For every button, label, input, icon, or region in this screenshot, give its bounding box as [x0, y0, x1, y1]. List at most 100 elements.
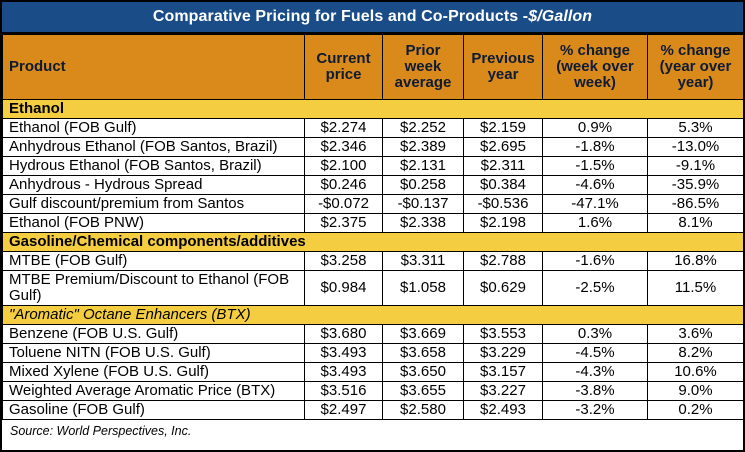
cell-previous-year: $3.229 [463, 343, 543, 363]
cell-prior-week-average: $1.058 [382, 270, 464, 306]
section-label: Gasoline/Chemical components/additives [2, 232, 743, 252]
cell-product: Hydrous Ethanol (FOB Santos, Brazil) [2, 156, 305, 176]
table-title-unit: $/Gallon [528, 8, 593, 25]
cell-pct-change-week-over-week: 0.3% [542, 324, 648, 344]
cell-previous-year: $3.553 [463, 324, 543, 344]
table-row: Gulf discount/premium from Santos -$0.072… [2, 194, 743, 214]
cell-product: Anhydrous Ethanol (FOB Santos, Brazil) [2, 137, 305, 157]
header-product: Product [2, 34, 305, 100]
cell-product: Weighted Average Aromatic Price (BTX) [2, 381, 305, 401]
cell-prior-week-average: -$0.137 [382, 194, 464, 214]
section-header-row: Ethanol [2, 99, 743, 119]
cell-pct-change-year-over-year: 0.2% [647, 400, 743, 420]
cell-pct-change-week-over-week: -4.6% [542, 175, 648, 195]
table-title-bar: Comparative Pricing for Fuels and Co-Pro… [2, 2, 743, 34]
cell-pct-change-year-over-year: -86.5% [647, 194, 743, 214]
cell-pct-change-week-over-week: -4.5% [542, 343, 648, 363]
header-pct-change-week-over-week: % change (week over week) [542, 34, 648, 100]
table-row: Ethanol (FOB Gulf) $2.274 $2.252 $2.159 0.9%… [2, 118, 743, 138]
cell-pct-change-week-over-week: -1.6% [542, 251, 648, 271]
cell-pct-change-year-over-year: -35.9% [647, 175, 743, 195]
cell-product: Toluene NITN (FOB U.S. Gulf) [2, 343, 305, 363]
cell-prior-week-average: $2.389 [382, 137, 464, 157]
cell-current-price: $3.493 [304, 343, 383, 363]
table-body: Ethanol Ethanol (FOB Gulf) $2.274 $2.252 $2.… [2, 99, 743, 420]
cell-pct-change-week-over-week: -47.1% [542, 194, 648, 214]
cell-pct-change-week-over-week: 0.9% [542, 118, 648, 138]
cell-previous-year: $2.198 [463, 213, 543, 233]
header-pct-change-year-over-year: % change (year over year) [647, 34, 743, 100]
cell-current-price: $0.246 [304, 175, 383, 195]
cell-previous-year: $0.629 [463, 270, 543, 306]
cell-pct-change-year-over-year: 11.5% [647, 270, 743, 306]
cell-prior-week-average: $2.338 [382, 213, 464, 233]
cell-current-price: $3.516 [304, 381, 383, 401]
cell-previous-year: $3.227 [463, 381, 543, 401]
table-row: Toluene NITN (FOB U.S. Gulf) $3.493 $3.658… [2, 343, 743, 363]
table-row: Ethanol (FOB PNW) $2.375 $2.338 $2.198 1.6% 8… [2, 213, 743, 233]
table-row: Weighted Average Aromatic Price (BTX) $3.… [2, 381, 743, 401]
cell-previous-year: $3.157 [463, 362, 543, 382]
cell-current-price: $3.680 [304, 324, 383, 344]
cell-pct-change-week-over-week: -3.2% [542, 400, 648, 420]
table-row: Mixed Xylene (FOB U.S. Gulf) $3.493 $3.650… [2, 362, 743, 382]
cell-pct-change-week-over-week: 1.6% [542, 213, 648, 233]
cell-product: Gasoline (FOB Gulf) [2, 400, 305, 420]
header-prior-week-average: Prior week average [382, 34, 464, 100]
cell-prior-week-average: $2.131 [382, 156, 464, 176]
cell-product: MTBE Premium/Discount to Ethanol (FOB Gu… [2, 270, 305, 306]
source-note: Source: World Perspectives, Inc. [2, 420, 743, 450]
cell-prior-week-average: $3.650 [382, 362, 464, 382]
cell-current-price: $3.258 [304, 251, 383, 271]
cell-pct-change-week-over-week: -3.8% [542, 381, 648, 401]
cell-product: MTBE (FOB Gulf) [2, 251, 305, 271]
cell-pct-change-week-over-week: -1.8% [542, 137, 648, 157]
cell-pct-change-week-over-week: -2.5% [542, 270, 648, 306]
cell-previous-year: $0.384 [463, 175, 543, 195]
table-title-text: Comparative Pricing for Fuels and Co-Pro… [152, 8, 529, 25]
cell-prior-week-average: $3.311 [382, 251, 464, 271]
header-previous-year: Previous year [463, 34, 543, 100]
cell-current-price: $2.497 [304, 400, 383, 420]
cell-product: Anhydrous - Hydrous Spread [2, 175, 305, 195]
cell-pct-change-year-over-year: 10.6% [647, 362, 743, 382]
cell-pct-change-year-over-year: 16.8% [647, 251, 743, 271]
section-label: Ethanol [2, 99, 743, 119]
cell-current-price: $2.100 [304, 156, 383, 176]
table-row: MTBE (FOB Gulf) $3.258 $3.311 $2.788 -1.6% 16… [2, 251, 743, 271]
cell-previous-year: $2.311 [463, 156, 543, 176]
table-row: Benzene (FOB U.S. Gulf) $3.680 $3.669 $3.55… [2, 324, 743, 344]
table-row: Anhydrous - Hydrous Spread $0.246 $0.258 $0… [2, 175, 743, 195]
section-header-row: Gasoline/Chemical components/additives [2, 232, 743, 252]
table-row: Hydrous Ethanol (FOB Santos, Brazil) $2.1… [2, 156, 743, 176]
cell-prior-week-average: $3.669 [382, 324, 464, 344]
cell-pct-change-year-over-year: -13.0% [647, 137, 743, 157]
cell-current-price: $2.274 [304, 118, 383, 138]
cell-previous-year: $2.493 [463, 400, 543, 420]
cell-previous-year: $2.788 [463, 251, 543, 271]
cell-pct-change-year-over-year: 3.6% [647, 324, 743, 344]
cell-product: Ethanol (FOB PNW) [2, 213, 305, 233]
cell-pct-change-year-over-year: 9.0% [647, 381, 743, 401]
section-header-row: "Aromatic" Octane Enhancers (BTX) [2, 305, 743, 325]
cell-product: Ethanol (FOB Gulf) [2, 118, 305, 138]
cell-prior-week-average: $3.655 [382, 381, 464, 401]
cell-current-price: $2.375 [304, 213, 383, 233]
table-row: Anhydrous Ethanol (FOB Santos, Brazil) $2… [2, 137, 743, 157]
cell-product: Benzene (FOB U.S. Gulf) [2, 324, 305, 344]
cell-pct-change-year-over-year: 5.3% [647, 118, 743, 138]
cell-pct-change-week-over-week: -4.3% [542, 362, 648, 382]
cell-product: Mixed Xylene (FOB U.S. Gulf) [2, 362, 305, 382]
cell-previous-year: $2.159 [463, 118, 543, 138]
cell-current-price: -$0.072 [304, 194, 383, 214]
table-row: MTBE Premium/Discount to Ethanol (FOB Gu… [2, 270, 743, 306]
cell-pct-change-year-over-year: 8.2% [647, 343, 743, 363]
cell-pct-change-week-over-week: -1.5% [542, 156, 648, 176]
cell-previous-year: $2.695 [463, 137, 543, 157]
cell-prior-week-average: $0.258 [382, 175, 464, 195]
cell-prior-week-average: $3.658 [382, 343, 464, 363]
cell-pct-change-year-over-year: 8.1% [647, 213, 743, 233]
cell-current-price: $3.493 [304, 362, 383, 382]
cell-product: Gulf discount/premium from Santos [2, 194, 305, 214]
